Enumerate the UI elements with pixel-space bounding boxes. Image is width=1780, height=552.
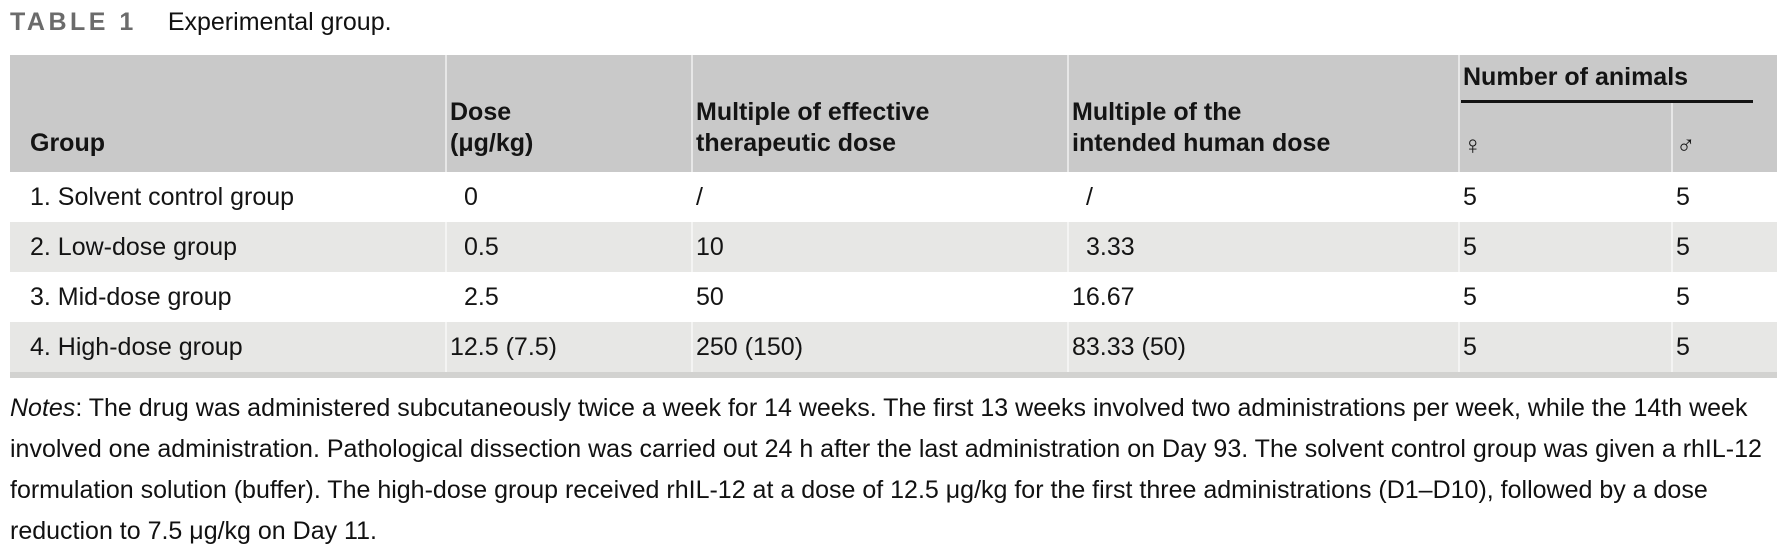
table-bottom-border [10,372,1777,378]
sex-subheaders: ♀ ♂ [1460,103,1777,172]
column-header-effective-line1: Multiple of effective [696,98,930,126]
cell-human-multiple: 3.33 [1067,222,1458,272]
column-header-human-line2: intended human dose [1072,129,1331,157]
cell-effective-multiple: 250 (150) [691,322,1067,372]
cell-effective-multiple: 10 [691,222,1067,272]
cell-female-count: 5 [1458,222,1671,272]
female-symbol: ♀ [1463,130,1483,160]
table-notes: Notes: The drug was administered subcuta… [10,388,1774,552]
table-caption: Experimental group. [167,8,392,36]
cell-group: 1. Solvent control group [10,172,445,222]
column-header-dose-line2: (μg/kg) [450,129,534,157]
table-number-label: TABLE 1 [10,8,137,36]
cell-dose: 0.5 [445,222,691,272]
cell-dose: 12.5 (7.5) [445,322,691,372]
cell-male-count: 5 [1671,222,1777,272]
column-header-number-of-animals: Number of animals ♀ ♂ [1458,55,1777,172]
column-header-dose-line1: Dose [450,98,512,126]
column-header-dose: Dose (μg/kg) [445,55,691,172]
cell-female-count: 5 [1458,272,1671,322]
table-title: TABLE 1 Experimental group. [10,7,392,37]
cell-human-multiple: / [1067,172,1458,222]
notes-text: : The drug was administered subcutaneous… [10,394,1762,545]
cell-human-multiple: 83.33 (50) [1067,322,1458,372]
cell-female-count: 5 [1458,322,1671,372]
column-header-human-line1: Multiple of the [1072,98,1242,126]
column-header-effective-line2: therapeutic dose [696,129,897,157]
cell-dose: 2.5 [445,272,691,322]
column-header-effective-multiple: Multiple of effective therapeutic dose [691,55,1067,172]
experimental-group-table: Group Dose (μg/kg) Multiple of effective… [10,55,1777,378]
cell-female-count: 5 [1458,172,1671,222]
cell-effective-multiple: / [691,172,1067,222]
column-header-human-multiple: Multiple of the intended human dose [1067,55,1458,172]
cell-dose: 0 [445,172,691,222]
cell-male-count: 5 [1671,272,1777,322]
cell-group: 2. Low-dose group [10,222,445,272]
number-of-animals-label: Number of animals [1463,63,1689,91]
cell-male-count: 5 [1671,172,1777,222]
notes-label: Notes [10,394,76,422]
number-of-animals-underline [1461,100,1753,103]
column-header-group: Group [10,55,445,172]
cell-group: 4. High-dose group [10,322,445,372]
cell-male-count: 5 [1671,322,1777,372]
cell-effective-multiple: 50 [691,272,1067,322]
male-symbol: ♂ [1671,103,1777,172]
cell-group: 3. Mid-dose group [10,272,445,322]
cell-human-multiple: 16.67 [1067,272,1458,322]
